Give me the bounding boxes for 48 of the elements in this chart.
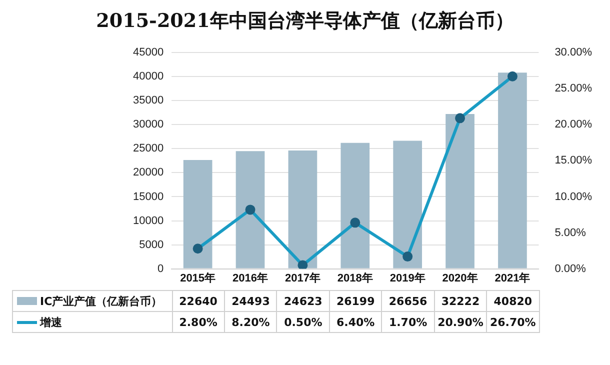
y-tick-label: 10000 bbox=[132, 214, 164, 227]
data-label: 22640 bbox=[172, 290, 225, 312]
chart-title: 2015-2021年中国台湾半导体产值（亿新台币） bbox=[95, 9, 515, 34]
x-tick-label: 2021年 bbox=[494, 271, 530, 284]
y2-tick-label: 30.00% bbox=[554, 46, 592, 59]
y2-tick-label: 10.00% bbox=[554, 190, 592, 203]
data-label: 32222 bbox=[434, 290, 487, 312]
y-tick-label: 15000 bbox=[132, 190, 164, 203]
y-tick-label: 20000 bbox=[132, 166, 164, 179]
bar bbox=[340, 142, 370, 268]
data-label: 0.50% bbox=[276, 312, 330, 332]
legend-label: 增速 bbox=[12, 312, 172, 332]
data-label: 8.20% bbox=[224, 312, 277, 332]
bar bbox=[183, 160, 212, 268]
y-tick-label: 30000 bbox=[132, 118, 164, 131]
y-tick-label: 45000 bbox=[132, 46, 164, 59]
y2-tick-label: 25.00% bbox=[554, 82, 592, 95]
x-tick-label: 2019年 bbox=[390, 271, 426, 284]
data-label: 26199 bbox=[329, 290, 382, 312]
x-tick-label: 2020年 bbox=[442, 271, 478, 284]
y-tick-label: 40000 bbox=[132, 70, 164, 83]
data-label: 20.90% bbox=[434, 312, 487, 332]
y-tick-label: 0 bbox=[157, 262, 164, 275]
data-label: 1.70% bbox=[382, 312, 434, 332]
data-label: 2.80% bbox=[172, 312, 225, 332]
y-tick-label: 35000 bbox=[132, 94, 164, 107]
legend-label: IC产业产值（亿新台币） bbox=[12, 290, 172, 312]
y-tick-label: 25000 bbox=[132, 142, 164, 155]
data-label: 24623 bbox=[276, 290, 330, 312]
bar bbox=[393, 140, 422, 268]
bar bbox=[288, 150, 318, 268]
y2-tick-label: 5.00% bbox=[554, 226, 586, 239]
data-label: 26656 bbox=[382, 290, 434, 312]
x-tick-label: 2018年 bbox=[337, 271, 373, 284]
bar bbox=[498, 72, 527, 268]
y2-tick-label: 0.00% bbox=[554, 262, 586, 275]
data-label: 24493 bbox=[224, 290, 277, 312]
bar bbox=[236, 151, 265, 268]
data-label: 40820 bbox=[486, 290, 540, 312]
y-tick-label: 5000 bbox=[139, 238, 164, 251]
y2-tick-label: 20.00% bbox=[554, 118, 592, 131]
x-tick-label: 2017年 bbox=[284, 271, 320, 284]
x-tick-label: 2015年 bbox=[180, 271, 216, 284]
bar bbox=[446, 114, 474, 268]
y2-tick-label: 15.00% bbox=[554, 154, 592, 167]
x-tick-label: 2016年 bbox=[232, 271, 268, 284]
data-label: 26.70% bbox=[486, 312, 540, 332]
data-label: 6.40% bbox=[329, 312, 382, 332]
